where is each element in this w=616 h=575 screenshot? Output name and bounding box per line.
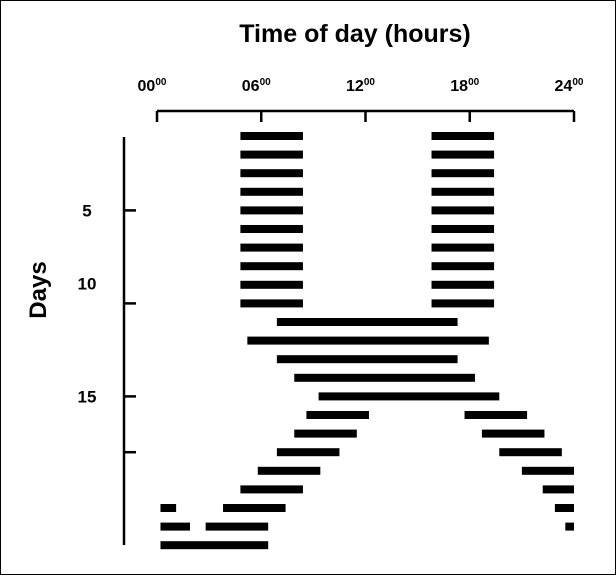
- activity-bar: [431, 262, 495, 271]
- activity-bar: [276, 448, 340, 457]
- activity-bar: [431, 280, 495, 289]
- activity-bar: [499, 448, 562, 457]
- x-tick-label: 1200: [346, 77, 375, 95]
- activity-bar: [240, 206, 303, 215]
- activity-bar: [431, 132, 495, 140]
- activity-bar: [247, 336, 489, 345]
- activity-bar: [160, 541, 269, 550]
- activity-bar: [223, 504, 286, 512]
- activity-bar: [160, 522, 191, 531]
- activity-bar: [240, 299, 303, 308]
- y-tick-label: 15: [78, 387, 97, 406]
- activity-bar: [240, 132, 303, 140]
- y-axis-label: Days: [25, 261, 52, 318]
- activity-bar: [160, 504, 177, 512]
- activity-bar: [431, 206, 495, 215]
- activity-bar: [431, 225, 495, 233]
- activity-bar: [431, 150, 495, 159]
- x-tick-label: 2400: [555, 77, 584, 95]
- y-axis: 5 10 15: [78, 137, 136, 545]
- activity-bar: [294, 373, 475, 382]
- activity-bar: [240, 225, 303, 233]
- activity-bars: [160, 132, 574, 550]
- activity-bar: [240, 262, 303, 271]
- activity-bar: [205, 522, 269, 531]
- activity-bar: [521, 466, 574, 475]
- activity-bar: [276, 355, 458, 364]
- activity-bar: [240, 243, 303, 252]
- activity-bar: [294, 429, 357, 438]
- activity-bar: [542, 485, 574, 494]
- activity-bar: [240, 169, 303, 178]
- y-tick-label: 5: [82, 201, 91, 220]
- activity-bar: [431, 299, 495, 308]
- activity-bar: [464, 411, 528, 419]
- activity-bar: [318, 392, 500, 401]
- x-tick-label: 0000: [138, 77, 167, 95]
- activity-bar: [554, 504, 574, 512]
- activity-bar: [565, 522, 574, 531]
- activity-bar: [257, 466, 321, 475]
- activity-bar: [481, 429, 545, 438]
- activity-bar: [431, 187, 495, 196]
- activity-bar: [240, 187, 303, 196]
- activity-bar: [306, 411, 369, 419]
- activity-bar: [431, 243, 495, 252]
- activity-bar: [276, 318, 458, 326]
- activity-bar: [431, 169, 495, 178]
- x-tick-label: 0600: [242, 77, 271, 95]
- activity-bar: [240, 485, 303, 494]
- activity-bar: [240, 280, 303, 289]
- x-axis: 0000 0600 1200 1800 2400: [138, 77, 584, 122]
- y-tick-label: 10: [78, 274, 97, 293]
- activity-bar: [240, 150, 303, 159]
- chart-title: Time of day (hours): [239, 20, 471, 48]
- x-tick-label: 1800: [450, 77, 479, 95]
